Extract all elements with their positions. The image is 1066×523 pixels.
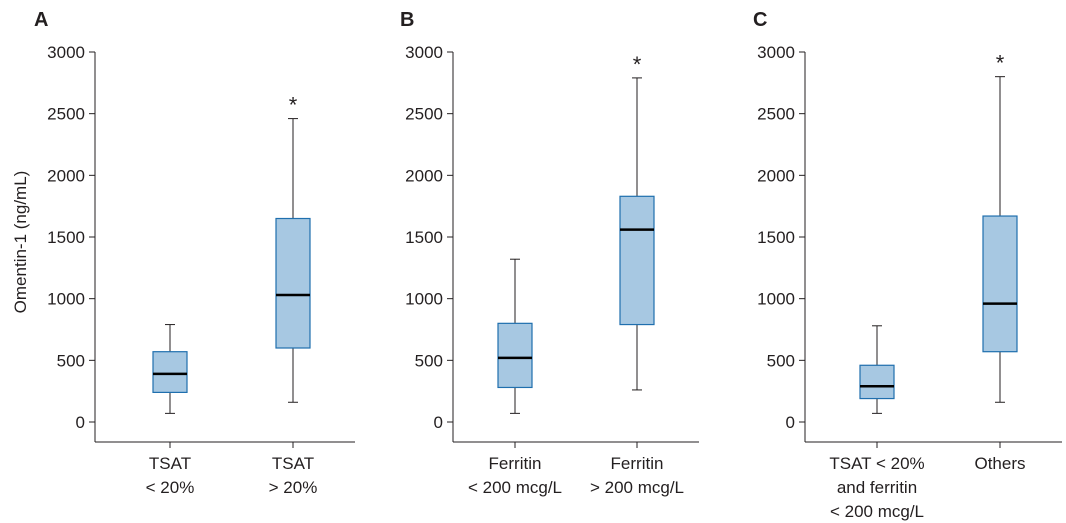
y-tick-label: 2000	[757, 166, 795, 185]
panel-label: C	[753, 9, 767, 31]
box	[152, 351, 188, 394]
significance-marker: *	[996, 51, 1005, 76]
panel-label: B	[400, 9, 414, 31]
y-tick-label: 2500	[757, 105, 795, 124]
y-tick-label: 500	[415, 351, 443, 370]
y-axis-title: Omentin-1 (ng/mL)	[11, 171, 30, 314]
x-tick-label: > 20%	[269, 478, 318, 497]
y-tick-label: 1500	[405, 228, 443, 247]
y-tick-label: 0	[434, 413, 443, 432]
significance-marker: *	[633, 52, 642, 77]
box	[275, 217, 311, 349]
x-tick-label: TSAT	[149, 454, 191, 473]
x-tick-label: TSAT	[272, 454, 314, 473]
box	[619, 195, 655, 326]
y-tick-label: 500	[57, 351, 85, 370]
y-tick-label: 1500	[47, 228, 85, 247]
panel-label: A	[34, 9, 48, 31]
x-tick-label: and ferritin	[837, 478, 917, 497]
y-tick-label: 3000	[405, 43, 443, 62]
x-tick-label: Ferritin	[611, 454, 664, 473]
x-tick-label: > 200 mcg/L	[590, 478, 684, 497]
x-tick-label: Ferritin	[489, 454, 542, 473]
y-tick-label: 1000	[405, 290, 443, 309]
y-tick-label: 0	[786, 413, 795, 432]
x-tick-label: TSAT < 20%	[829, 454, 924, 473]
y-tick-label: 2000	[47, 166, 85, 185]
y-tick-label: 3000	[47, 43, 85, 62]
x-tick-label: < 20%	[146, 478, 195, 497]
y-tick-label: 2000	[405, 166, 443, 185]
y-tick-label: 500	[767, 351, 795, 370]
x-tick-label: Others	[974, 454, 1025, 473]
box	[859, 364, 895, 400]
y-tick-label: 1500	[757, 228, 795, 247]
y-tick-label: 1000	[757, 290, 795, 309]
x-tick-label: < 200 mcg/L	[468, 478, 562, 497]
significance-marker: *	[289, 93, 298, 118]
y-tick-label: 0	[76, 413, 85, 432]
box	[982, 215, 1018, 353]
y-tick-label: 1000	[47, 290, 85, 309]
x-tick-label: < 200 mcg/L	[830, 502, 924, 521]
y-tick-label: 2500	[405, 105, 443, 124]
y-tick-label: 2500	[47, 105, 85, 124]
y-tick-label: 3000	[757, 43, 795, 62]
box	[497, 322, 533, 389]
